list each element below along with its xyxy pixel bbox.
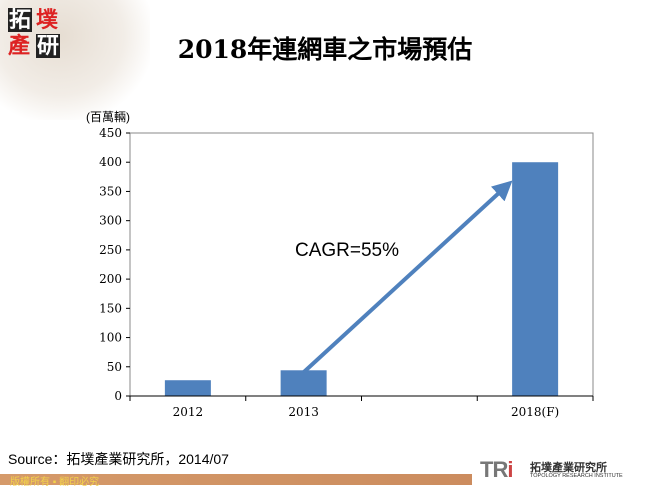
y-tick-label: 200 bbox=[99, 272, 122, 286]
x-tick-label: 2012 bbox=[173, 405, 204, 419]
cagr-annotation: CAGR=55% bbox=[295, 240, 399, 261]
tri-name-cn: 拓墣產業研究所 bbox=[530, 462, 607, 474]
tri-logo: TRi 拓墣產業研究所 TOPOLOGY RESEARCH INSTITUTE bbox=[472, 455, 650, 485]
logo-char: 研 bbox=[36, 33, 61, 59]
bar bbox=[280, 370, 327, 396]
x-tick-label: 2013 bbox=[288, 405, 319, 419]
y-tick-label: 150 bbox=[99, 301, 122, 315]
y-tick-label: 350 bbox=[99, 184, 122, 198]
y-tick-label: 0 bbox=[114, 389, 122, 403]
logo-char: 產 bbox=[8, 33, 31, 59]
x-tick-label: 2018(F) bbox=[511, 405, 559, 419]
y-tick-label: 250 bbox=[99, 243, 122, 257]
bar bbox=[164, 380, 211, 396]
bar bbox=[512, 162, 559, 396]
source-text: Source：拓墣產業研究所，2014/07 bbox=[8, 451, 229, 467]
y-axis-label: (百萬輛) bbox=[86, 110, 130, 124]
cagr-arrow bbox=[302, 180, 513, 374]
tri-name-en: TOPOLOGY RESEARCH INSTITUTE bbox=[530, 473, 623, 479]
page-title: 2018年連網車之市場預估 bbox=[177, 35, 473, 64]
y-tick-label: 400 bbox=[99, 155, 122, 169]
y-tick-label: 100 bbox=[99, 331, 122, 345]
logo-char: 拓 bbox=[8, 7, 33, 33]
logo: 拓 墣 產 研 bbox=[8, 8, 63, 58]
tri-mark: TRi bbox=[480, 457, 513, 482]
y-tick-label: 50 bbox=[107, 360, 122, 374]
y-tick-label: 450 bbox=[99, 126, 122, 140]
logo-char: 墣 bbox=[36, 7, 59, 33]
y-tick-label: 300 bbox=[99, 214, 122, 228]
copyright-text: 版權所有 ▪ 翻印必究 bbox=[10, 477, 100, 488]
footer-bar: 版權所有 ▪ 翻印必究 bbox=[0, 474, 650, 488]
